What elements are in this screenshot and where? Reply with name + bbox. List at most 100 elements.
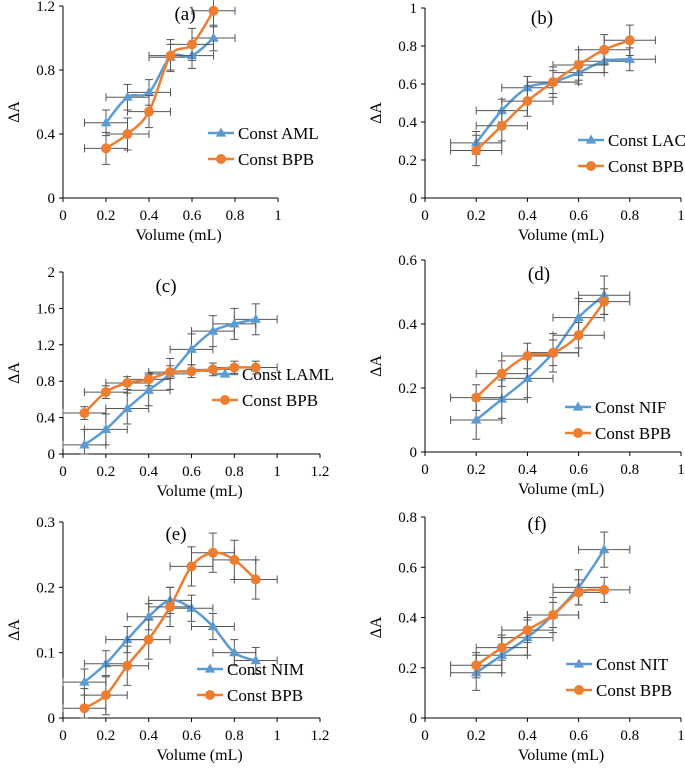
legend-label: Const AML (238, 124, 319, 143)
y-tick-label: 1 (410, 1, 418, 17)
y-tick-label: 0.4 (36, 411, 55, 427)
data-point-circle (522, 625, 533, 636)
x-axis-title: Volume (mL) (156, 747, 242, 764)
legend-entry: Const NIM (197, 660, 304, 679)
legend-entry: Const BPB (566, 681, 672, 700)
panel-label: (e) (165, 524, 186, 545)
legend-label: Const NIM (227, 660, 304, 679)
data-point-circle (122, 378, 133, 389)
data-point-circle (522, 96, 533, 107)
x-tick-label: 1 (677, 208, 685, 224)
x-tick-label: 1.2 (311, 464, 330, 480)
data-point-triangle (122, 403, 133, 413)
data-point-circle (208, 5, 219, 16)
data-point-circle (522, 351, 533, 361)
legend-entry: Const AML (208, 124, 319, 143)
y-tick-label: 1.2 (36, 338, 55, 354)
data-point-circle (207, 547, 218, 558)
y-tick-label: 0 (48, 711, 56, 727)
data-point-circle (471, 145, 482, 156)
data-point-triangle (250, 655, 261, 665)
y-tick-label: 0 (410, 191, 418, 207)
y-axis-title: ΔA (6, 101, 23, 123)
x-tick-label: 0 (421, 462, 429, 478)
y-tick-label: 0.2 (398, 661, 417, 677)
series-line (83, 551, 257, 710)
data-point-circle (79, 408, 90, 419)
data-point-circle (496, 642, 507, 653)
x-tick-label: 0.8 (620, 728, 639, 744)
data-point-circle (144, 106, 154, 117)
chart-panel-3: 0 0.4 0.8 1.2 1.6 2 0 0.2 0.4 0.6 0.8 1 1.2 Volume (m… (6, 265, 334, 500)
y-tick-label: 0.4 (36, 127, 55, 143)
data-point-circle (496, 120, 507, 131)
chart-panel-4: 0 0.2 0.4 0.6 0 0.2 0.4 0.6 0.8 1 Volume (mL) ΔA (d)… (368, 253, 685, 498)
y-axis-title: ΔA (368, 355, 385, 377)
data-point-triangle (79, 439, 90, 449)
x-tick-label: 0.8 (620, 208, 639, 224)
x-tick-label: 0.8 (225, 728, 244, 744)
y-tick-label: 2 (48, 265, 56, 281)
y-tick-label: 0.4 (398, 611, 417, 627)
x-tick-label: 0.2 (97, 208, 116, 224)
y-tick-label: 0.2 (398, 381, 417, 397)
y-tick-label: 0.8 (398, 39, 417, 55)
data-point-triangle (143, 611, 154, 621)
data-point-circle (471, 660, 482, 671)
legend-marker-circle (574, 685, 584, 695)
series-line (105, 10, 215, 150)
legend-label: Const NIF (595, 398, 666, 417)
x-tick-label: 0.2 (96, 728, 115, 744)
data-point-triangle (250, 313, 261, 323)
data-point-triangle (470, 414, 482, 424)
x-tick-label: 0.6 (569, 208, 588, 224)
y-tick-label: 0.6 (398, 77, 417, 93)
series-line (475, 294, 606, 421)
x-tick-label: 0.6 (182, 464, 201, 480)
data-point-triangle (186, 343, 197, 353)
y-tick-label: 0.4 (398, 317, 417, 333)
x-tick-label: 0.4 (140, 208, 159, 224)
x-axis-title: Volume (mL) (518, 227, 604, 244)
data-point-circle (548, 77, 558, 88)
data-point-circle (186, 561, 197, 572)
data-point-triangle (229, 318, 240, 328)
legend-entry: Const LAC (578, 131, 685, 150)
y-tick-label: 0 (48, 447, 56, 463)
x-tick-label: 1.2 (311, 728, 330, 744)
y-axis-title: ΔA (368, 616, 385, 638)
legend-label: Const BPB (242, 391, 318, 410)
x-tick-label: 1 (273, 728, 281, 744)
chart-panel-5: 0 0.1 0.2 0.3 0 0.2 0.4 0.6 0.8 1 1.2 Volume (mL) ΔA… (6, 515, 329, 764)
panel-label: (c) (155, 276, 176, 297)
series-const-bpb (62, 532, 278, 719)
data-point-circle (624, 35, 635, 46)
data-point-circle (165, 601, 176, 612)
data-point-triangle (207, 621, 219, 631)
x-axis-title: Volume (mL) (156, 483, 242, 500)
x-tick-label: 0.2 (467, 208, 486, 224)
legend-entry: Const NIT (566, 655, 669, 674)
chart-panel-1: 0 0.4 0.8 1.2 0 0.2 0.4 0.6 0.8 1 Volume (mL) ΔA (a)… (6, 0, 319, 244)
y-tick-label: 0.8 (36, 374, 55, 390)
data-point-circle (573, 587, 584, 598)
x-tick-label: 0.4 (518, 208, 537, 224)
y-tick-label: 0.4 (398, 115, 417, 131)
series-const-bpb (450, 288, 631, 411)
data-point-circle (496, 368, 507, 379)
legend-entry: Const BPB (197, 686, 303, 705)
x-tick-label: 0 (59, 464, 67, 480)
data-point-circle (250, 362, 261, 373)
series-const-bpb (84, 0, 236, 165)
y-tick-label: 0.6 (398, 560, 417, 576)
data-point-triangle (100, 117, 112, 127)
x-tick-label: 1 (273, 464, 281, 480)
x-tick-label: 0 (59, 728, 67, 744)
legend-marker-circle (220, 395, 230, 405)
data-point-circle (101, 143, 111, 154)
x-tick-label: 0 (421, 728, 429, 744)
series-line (475, 548, 606, 674)
x-tick-label: 0.6 (569, 462, 588, 478)
x-tick-label: 0.2 (467, 462, 486, 478)
series-const-bpb (450, 576, 631, 679)
